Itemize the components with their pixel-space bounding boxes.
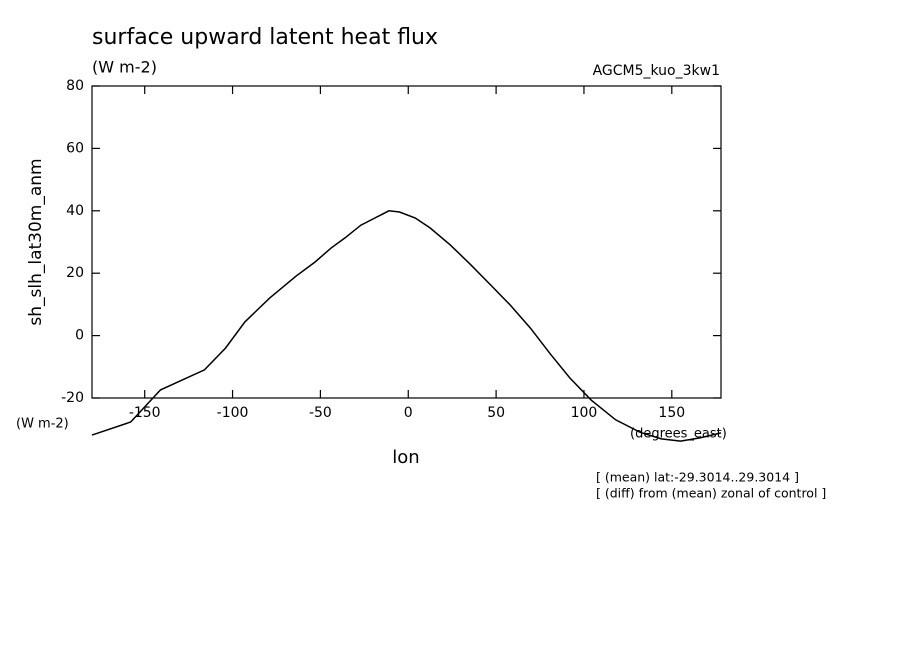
y-tick-label: 0 — [75, 328, 84, 344]
x-tick-label: -100 — [217, 405, 249, 421]
data-line — [91, 210, 722, 442]
note: [ (mean) lat:-29.3014..29.3014 ] — [596, 470, 799, 485]
dataset-label: AGCM5_kuo_3kw1 — [593, 63, 720, 79]
x-tick-label: 50 — [487, 405, 505, 421]
y-tick-label: 20 — [66, 265, 84, 281]
y-units: (W m-2) — [16, 417, 69, 432]
note: [ (diff) from (mean) zonal of control ] — [596, 486, 826, 501]
x-tick-label: -50 — [309, 405, 332, 421]
y-tick-label: 40 — [66, 203, 84, 219]
x-axis-label: lon — [392, 447, 419, 468]
y-tick-label: 80 — [66, 78, 84, 94]
chart-subtitle: (W m-2) — [92, 58, 157, 77]
x-tick-label: -150 — [129, 405, 161, 421]
chart-title: surface upward latent heat flux — [92, 25, 438, 50]
x-tick-label: 100 — [571, 405, 598, 421]
x-tick-label: 0 — [404, 405, 413, 421]
y-axis-label: sh_slh_lat30m_anm — [26, 158, 46, 325]
y-tick-label: -20 — [61, 390, 84, 406]
y-tick-label: 60 — [66, 140, 84, 156]
plot-frame — [91, 85, 722, 399]
x-tick-label: 150 — [658, 405, 685, 421]
